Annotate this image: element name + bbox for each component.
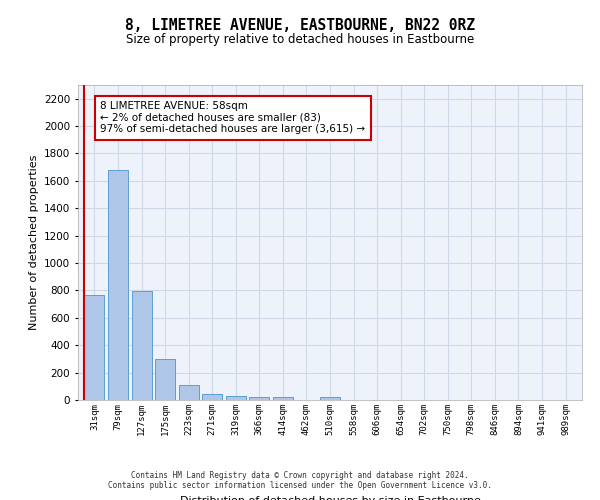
Bar <box>202 394 222 400</box>
Text: 8 LIMETREE AVENUE: 58sqm
← 2% of detached houses are smaller (83)
97% of semi-de: 8 LIMETREE AVENUE: 58sqm ← 2% of detache… <box>100 102 365 134</box>
Bar <box>226 396 246 400</box>
Text: Contains HM Land Registry data © Crown copyright and database right 2024.
Contai: Contains HM Land Registry data © Crown c… <box>108 470 492 490</box>
X-axis label: Distribution of detached houses by size in Eastbourne: Distribution of detached houses by size … <box>179 496 481 500</box>
Bar <box>85 294 104 400</box>
Text: Size of property relative to detached houses in Eastbourne: Size of property relative to detached ho… <box>126 32 474 46</box>
Y-axis label: Number of detached properties: Number of detached properties <box>29 155 38 330</box>
Text: 8, LIMETREE AVENUE, EASTBOURNE, BN22 0RZ: 8, LIMETREE AVENUE, EASTBOURNE, BN22 0RZ <box>125 18 475 32</box>
Bar <box>250 396 269 400</box>
Bar <box>155 359 175 400</box>
Bar <box>131 291 152 400</box>
Bar <box>273 396 293 400</box>
Bar <box>179 385 199 400</box>
Bar <box>108 170 128 400</box>
Bar <box>320 397 340 400</box>
